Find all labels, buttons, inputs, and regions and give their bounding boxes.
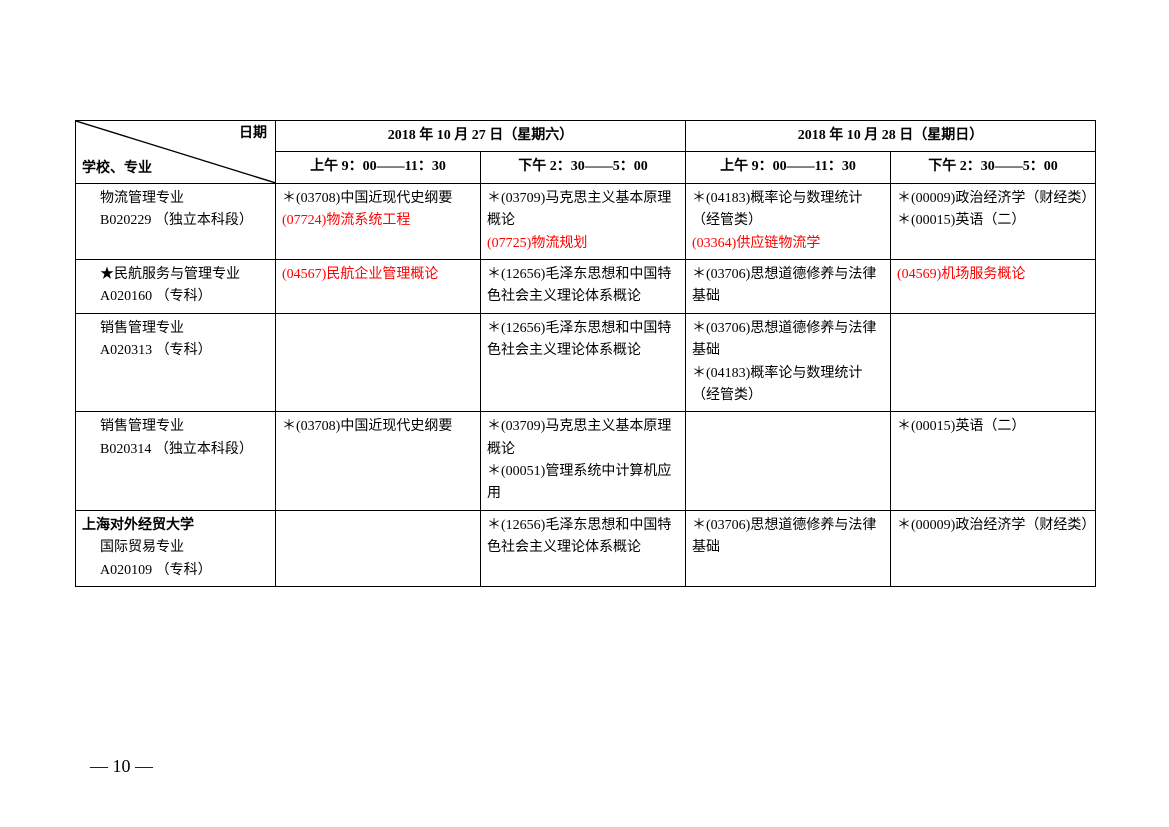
major-name: ★民航服务与管理专业 — [82, 264, 269, 286]
table-row: 上海对外经贸大学 国际贸易专业 A020109 （专科） ＊(12656)毛泽东… — [76, 510, 1096, 586]
course-cell: ＊(03706)思想道德修养与法律基础 — [686, 510, 891, 586]
course-text: ＊(00051)管理系统中计算机应用 — [487, 461, 679, 506]
header-date-2: 2018 年 10 月 28 日（星期日） — [686, 121, 1096, 152]
course-cell: (04567)民航企业管理概论 — [276, 259, 481, 313]
course-text: (03364)供应链物流学 — [692, 233, 884, 255]
course-text: ＊(00015)英语（二） — [897, 416, 1089, 438]
major-cell: 销售管理专业 A020313 （专科） — [76, 313, 276, 412]
major-code: B020229 （独立本科段） — [82, 210, 269, 232]
major-cell: 物流管理专业 B020229 （独立本科段） — [76, 183, 276, 259]
course-text: ＊(00009)政治经济学（财经类） — [897, 188, 1089, 210]
header-row-1: 日期 学校、专业 2018 年 10 月 27 日（星期六） 2018 年 10… — [76, 121, 1096, 152]
course-text: ＊(00009)政治经济学（财经类） — [897, 515, 1089, 537]
course-cell: ＊(03706)思想道德修养与法律基础 — [686, 259, 891, 313]
schedule-table: 日期 学校、专业 2018 年 10 月 27 日（星期六） 2018 年 10… — [75, 120, 1096, 587]
course-text: ＊(03706)思想道德修养与法律基础 — [692, 318, 884, 363]
course-cell: ＊(12656)毛泽东思想和中国特色社会主义理论体系概论 — [481, 510, 686, 586]
page-number: — 10 — — [90, 756, 153, 777]
course-cell: ＊(03706)思想道德修养与法律基础 ＊(04183)概率论与数理统计（经管类… — [686, 313, 891, 412]
course-cell: ＊(03708)中国近现代史纲要 — [276, 412, 481, 511]
course-text: (07724)物流系统工程 — [282, 210, 474, 232]
course-cell — [686, 412, 891, 511]
course-cell — [276, 510, 481, 586]
course-cell: ＊(03709)马克思主义基本原理概论 (07725)物流规划 — [481, 183, 686, 259]
course-cell: ＊(03708)中国近现代史纲要 (07724)物流系统工程 — [276, 183, 481, 259]
diag-header-cell: 日期 学校、专业 — [76, 121, 276, 184]
table-row: ★民航服务与管理专业 A020160 （专科） (04567)民航企业管理概论 … — [76, 259, 1096, 313]
course-text: ＊(03706)思想道德修养与法律基础 — [692, 264, 884, 309]
header-date-1: 2018 年 10 月 27 日（星期六） — [276, 121, 686, 152]
course-text: ＊(03709)马克思主义基本原理概论 — [487, 188, 679, 233]
course-text: ＊(00015)英语（二） — [897, 210, 1089, 232]
major-name: 销售管理专业 — [82, 416, 269, 438]
table-row: 物流管理专业 B020229 （独立本科段） ＊(03708)中国近现代史纲要 … — [76, 183, 1096, 259]
major-code: A020160 （专科） — [82, 286, 269, 308]
course-text: ＊(04183)概率论与数理统计（经管类） — [692, 363, 884, 408]
course-text: ＊(12656)毛泽东思想和中国特色社会主义理论体系概论 — [487, 264, 679, 309]
course-cell: ＊(00009)政治经济学（财经类） — [891, 510, 1096, 586]
course-cell: ＊(00015)英语（二） — [891, 412, 1096, 511]
course-text: ＊(04183)概率论与数理统计（经管类） — [692, 188, 884, 233]
major-cell: 上海对外经贸大学 国际贸易专业 A020109 （专科） — [76, 510, 276, 586]
course-cell: ＊(03709)马克思主义基本原理概论 ＊(00051)管理系统中计算机应用 — [481, 412, 686, 511]
course-text: ＊(03706)思想道德修养与法律基础 — [692, 515, 884, 560]
table-row: 销售管理专业 A020313 （专科） ＊(12656)毛泽东思想和中国特色社会… — [76, 313, 1096, 412]
course-text: (07725)物流规划 — [487, 233, 679, 255]
header-date-label: 日期 — [239, 123, 267, 145]
course-text: (04569)机场服务概论 — [897, 264, 1089, 286]
course-text: ＊(03709)马克思主义基本原理概论 — [487, 416, 679, 461]
major-name: 销售管理专业 — [82, 318, 269, 340]
course-cell — [276, 313, 481, 412]
table-row: 销售管理专业 B020314 （独立本科段） ＊(03708)中国近现代史纲要 … — [76, 412, 1096, 511]
header-slot-4: 下午 2：30——5：00 — [891, 152, 1096, 183]
course-text: ＊(12656)毛泽东思想和中国特色社会主义理论体系概论 — [487, 515, 679, 560]
course-text: ＊(12656)毛泽东思想和中国特色社会主义理论体系概论 — [487, 318, 679, 363]
major-code: A020109 （专科） — [82, 560, 269, 582]
course-text: (04567)民航企业管理概论 — [282, 264, 474, 286]
course-cell — [891, 313, 1096, 412]
course-cell: (04569)机场服务概论 — [891, 259, 1096, 313]
major-cell: 销售管理专业 B020314 （独立本科段） — [76, 412, 276, 511]
major-code: B020314 （独立本科段） — [82, 439, 269, 461]
major-code: A020313 （专科） — [82, 340, 269, 362]
header-slot-3: 上午 9：00——11：30 — [686, 152, 891, 183]
course-cell: ＊(04183)概率论与数理统计（经管类） (03364)供应链物流学 — [686, 183, 891, 259]
major-cell: ★民航服务与管理专业 A020160 （专科） — [76, 259, 276, 313]
course-cell: ＊(00009)政治经济学（财经类） ＊(00015)英语（二） — [891, 183, 1096, 259]
course-text: ＊(03708)中国近现代史纲要 — [282, 188, 474, 210]
header-major-label: 学校、专业 — [82, 158, 152, 180]
course-cell: ＊(12656)毛泽东思想和中国特色社会主义理论体系概论 — [481, 313, 686, 412]
major-name: 国际贸易专业 — [82, 537, 269, 559]
course-cell: ＊(12656)毛泽东思想和中国特色社会主义理论体系概论 — [481, 259, 686, 313]
header-slot-2: 下午 2：30——5：00 — [481, 152, 686, 183]
course-text: ＊(03708)中国近现代史纲要 — [282, 416, 474, 438]
header-slot-1: 上午 9：00——11：30 — [276, 152, 481, 183]
school-name: 上海对外经贸大学 — [82, 515, 269, 537]
major-name: 物流管理专业 — [82, 188, 269, 210]
